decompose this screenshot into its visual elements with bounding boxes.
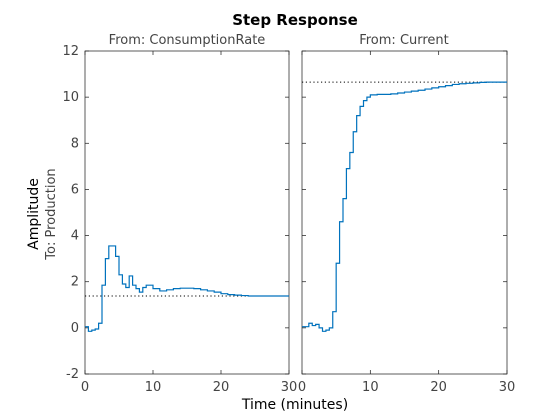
x-tick-label: 30: [281, 380, 298, 395]
y-tick-label: 12: [62, 44, 79, 59]
y-axis-label: Amplitude: [26, 178, 42, 250]
x-tick-label: 0: [81, 380, 89, 395]
x-tick-label: 20: [213, 380, 230, 395]
x-tick-label: 30: [499, 380, 516, 395]
y-tick-label: 8: [71, 136, 79, 151]
y-tick-label: 2: [71, 275, 79, 290]
y-tick-label: 6: [71, 182, 79, 197]
ticks-current: 0 10 20 30: [298, 50, 516, 395]
panel-current: From: Current 0 10 20 30: [298, 33, 515, 395]
response-line-current: [302, 81, 507, 332]
axes-box-current: [301, 50, 508, 375]
axes-box-consumption-rate: [84, 50, 290, 375]
chart-title: Step Response: [232, 11, 358, 29]
y-tick-label: 10: [62, 90, 79, 105]
x-tick-label: 10: [362, 380, 379, 395]
y-axis-sublabel: To: Production: [44, 168, 59, 260]
panel-title-current: From: Current: [359, 33, 449, 48]
y-tick-label: -2: [66, 367, 79, 382]
y-tick-label: 0: [71, 321, 79, 336]
response-line-consumption-rate: [85, 245, 289, 332]
panel-title-consumption-rate: From: ConsumptionRate: [109, 33, 266, 48]
x-tick-label: 20: [430, 380, 447, 395]
x-tick-label: 10: [145, 380, 162, 395]
x-tick-label: 0: [298, 380, 306, 395]
y-tick-label: 4: [71, 229, 79, 244]
x-axis-label: Time (minutes): [241, 397, 348, 413]
